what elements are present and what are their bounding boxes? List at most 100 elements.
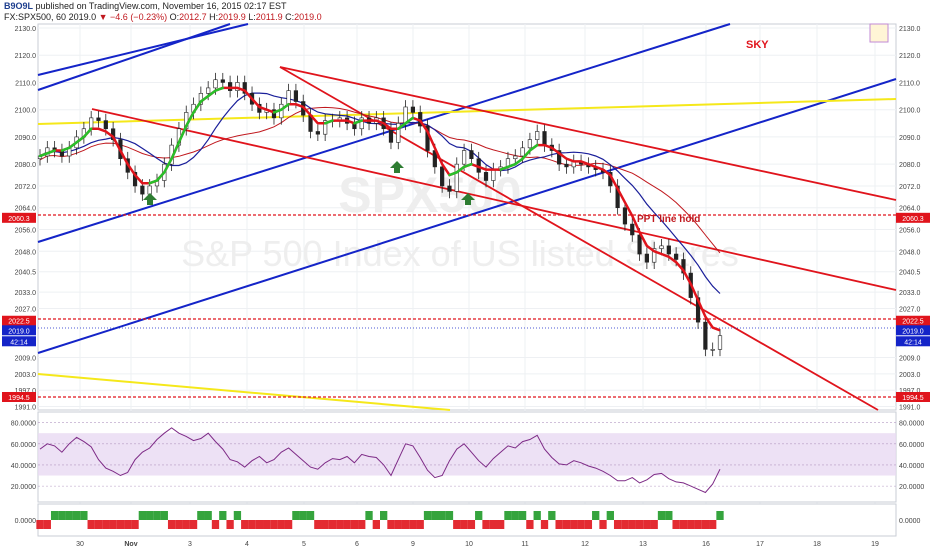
price-grid xyxy=(38,24,896,536)
hist-bar-up xyxy=(716,511,724,520)
sma-fast-segment xyxy=(199,94,210,103)
symbol-name[interactable]: FX:SPX500, 60 xyxy=(4,12,67,22)
y-tick-label: 2003.0 xyxy=(15,372,37,379)
price-label: 2060.3 xyxy=(8,216,30,223)
hist-bar-down xyxy=(175,520,183,529)
hist-bar-down xyxy=(628,520,636,529)
y-tick-label: 2048.0 xyxy=(899,249,921,256)
hist-bar-down xyxy=(102,520,110,529)
hist-bar-down xyxy=(248,520,256,529)
rsi-axis[interactable]: 80.0000 80.0000 60.0000 60.0000 40.0000 40.00… xyxy=(11,421,925,492)
candle-body xyxy=(557,150,562,165)
candle-body xyxy=(220,79,225,83)
yellow-line-upper[interactable] xyxy=(37,98,897,125)
hist-bar-up xyxy=(160,511,168,520)
hist-bar-down xyxy=(694,520,702,529)
y-tick-label: 2033.0 xyxy=(899,290,921,297)
rsi-tick-label: 40.0000 xyxy=(899,463,924,470)
hist-bar-up xyxy=(380,511,388,520)
author-name[interactable]: B9O9L xyxy=(4,1,34,11)
sma-fast-segment xyxy=(521,149,532,160)
hist-bar-down xyxy=(343,520,351,529)
y-tick-label: 2027.0 xyxy=(15,306,37,313)
hist-bar-down xyxy=(672,520,680,529)
time-tick-label: 18 xyxy=(813,541,821,548)
sma-fast-segment xyxy=(404,116,415,125)
hist-bar-down xyxy=(453,520,461,529)
blue-channel-lower[interactable] xyxy=(37,78,897,354)
sma-fast-segment xyxy=(353,119,363,125)
hist-bar-down xyxy=(613,520,622,529)
countdown-label: 42:14 xyxy=(904,339,922,346)
time-tick-label: 4 xyxy=(245,541,249,548)
high-value: 2019.9 xyxy=(218,12,246,22)
price-label-box xyxy=(896,212,930,223)
sma-fast-segment xyxy=(148,179,159,185)
blue-channel-top-2[interactable] xyxy=(37,23,231,91)
hist-bar-down xyxy=(167,520,176,529)
red-trend-steep[interactable] xyxy=(279,66,879,411)
red-trend-top[interactable] xyxy=(279,66,897,201)
price-label: 1994.5 xyxy=(902,395,924,402)
candle-body xyxy=(710,349,715,351)
candle-body xyxy=(228,82,233,91)
rsi-tick-label: 60.0000 xyxy=(899,442,924,449)
time-axis[interactable]: 30 Nov 3 4 5 6 9 10 11 12 13 16 17 18 19 xyxy=(76,541,879,548)
candle-body xyxy=(315,131,320,135)
hist-bar-up xyxy=(438,511,446,520)
sma-fast-segment xyxy=(75,135,86,144)
price-label-box xyxy=(2,315,36,326)
y-tick-label: 2056.0 xyxy=(899,228,921,235)
price-label: 2019.0 xyxy=(902,328,924,335)
time-tick-label: 17 xyxy=(756,541,764,548)
candle-body xyxy=(535,131,540,140)
candle-body xyxy=(483,172,489,181)
price-label-box xyxy=(896,392,930,402)
hist-bar-down xyxy=(701,520,710,529)
hist-bar-down xyxy=(284,520,293,529)
hist-bar-up xyxy=(146,511,154,520)
hist-bar-up xyxy=(72,511,81,520)
candle-body xyxy=(564,163,569,168)
hist-bar-up xyxy=(365,511,373,520)
sma-fast-segment xyxy=(499,165,510,171)
hist-bar-up xyxy=(299,511,307,520)
candle-body xyxy=(410,106,416,113)
sma-fast-segment xyxy=(82,127,93,139)
hist-bar-down xyxy=(562,520,571,529)
drawing-box[interactable] xyxy=(869,23,889,43)
sma-fast-segment xyxy=(46,149,56,155)
y-tick-label: 2090.0 xyxy=(15,135,37,142)
hist-bar-up xyxy=(665,511,673,520)
hist-tick-label: 0.0000 xyxy=(15,518,37,525)
price-axis-left[interactable]: 2130.0 2120.0 2110.0 2100.0 2090.0 2080.0 2072… xyxy=(2,26,36,412)
time-tick-label: 16 xyxy=(702,541,710,548)
hist-bar-down xyxy=(577,520,585,529)
y-tick-label: 2056.0 xyxy=(15,228,37,235)
time-tick-label: 5 xyxy=(302,541,306,548)
hist-bar-up xyxy=(445,511,454,520)
candle-body xyxy=(703,321,708,350)
hist-bar-down xyxy=(467,520,476,529)
annotation-sky[interactable]: SKY xyxy=(746,39,769,51)
change-value: −4.6 (−0.23%) xyxy=(110,12,168,22)
publish-line: B9O9L published on TradingView.com, Nove… xyxy=(4,1,287,11)
y-tick-label: 2110.0 xyxy=(15,80,36,87)
candle-body xyxy=(513,155,518,160)
sma-fast-segment xyxy=(177,124,188,144)
watermark-symbol: SPX500 xyxy=(338,167,521,223)
candle-body xyxy=(674,253,679,260)
hist-bar-down xyxy=(496,520,505,529)
annotation-ppt[interactable]: PPT line hold xyxy=(637,214,700,225)
time-tick-label: 9 xyxy=(411,541,415,548)
y-tick-label: 2072.0 xyxy=(899,184,921,191)
close-value: 2019.0 xyxy=(294,12,322,22)
yellow-line-lower[interactable] xyxy=(37,373,451,411)
time-tick-label: Nov xyxy=(124,541,137,548)
histogram-axis[interactable]: 0.0000 0.0000 xyxy=(15,518,921,525)
hist-bar-down xyxy=(336,520,344,529)
hist-bar-up xyxy=(204,511,212,520)
blue-channel-top-1[interactable] xyxy=(37,23,249,76)
price-axis-right[interactable]: 2130.0 2120.0 2110.0 2100.0 2090.0 2080.0 2072… xyxy=(896,26,930,412)
